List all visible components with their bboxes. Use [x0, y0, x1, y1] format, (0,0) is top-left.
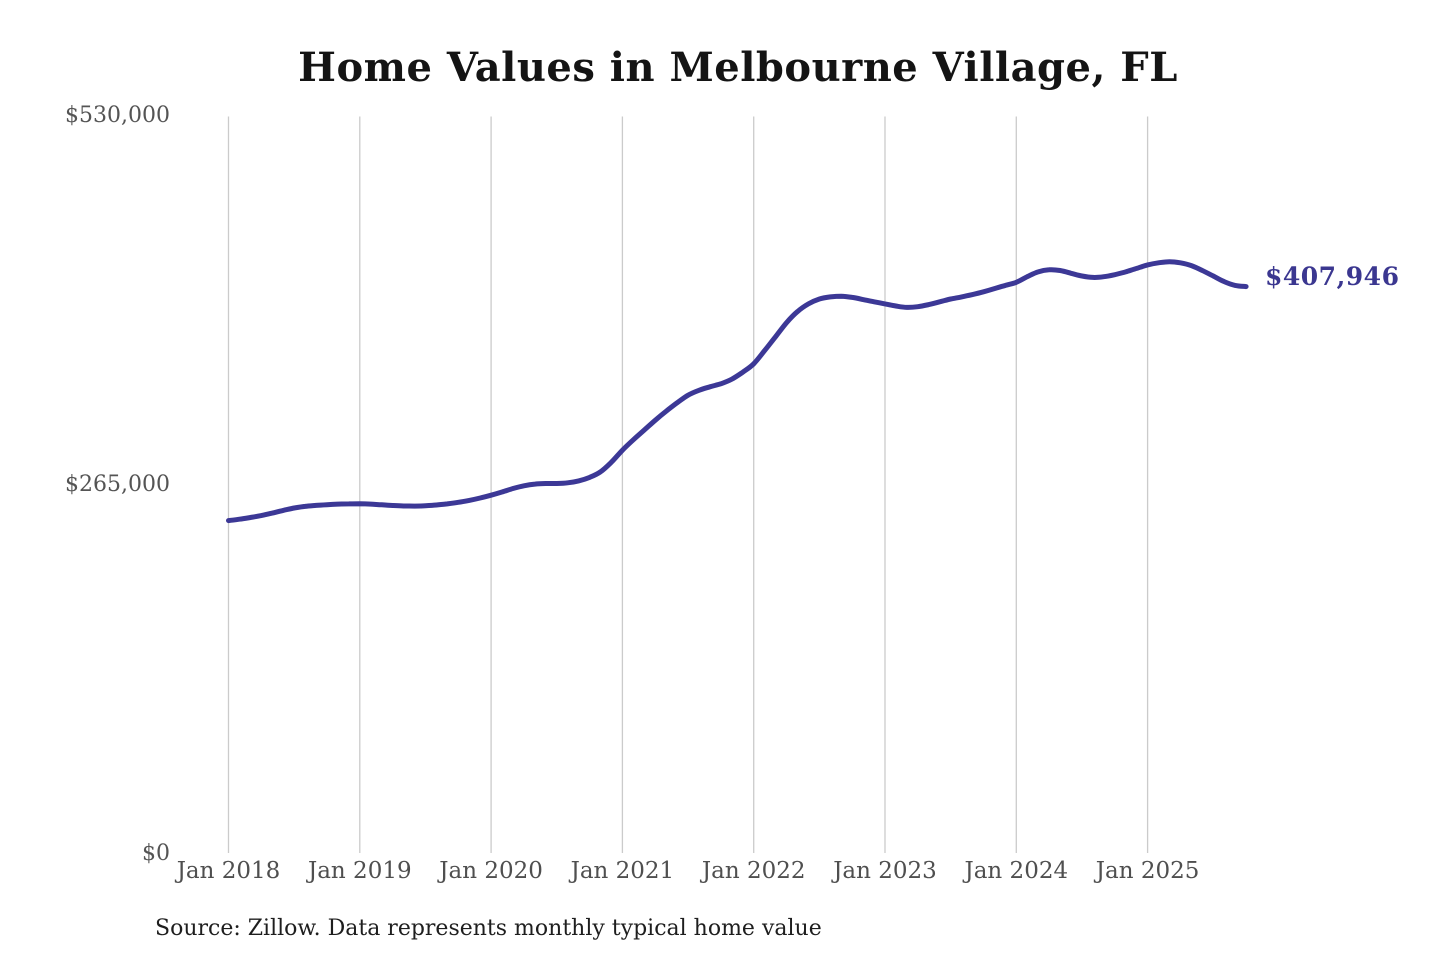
y-axis-tick-label: $265,000	[65, 471, 170, 497]
x-axis-tick-label: Jan 2021	[570, 858, 675, 884]
x-axis-tick-label: Jan 2023	[833, 858, 937, 884]
x-axis-tick-label: Jan 2024	[964, 858, 1069, 884]
latest-value-label: $407,946	[1265, 262, 1400, 291]
chart-title: Home Values in Melbourne Village, FL	[298, 44, 1178, 91]
x-axis-tick-label: Jan 2019	[308, 858, 412, 884]
source-note: Source: Zillow. Data represents monthly …	[155, 916, 822, 941]
x-axis-tick-label: Jan 2018	[176, 858, 281, 884]
y-axis-tick-label: $0	[142, 841, 170, 866]
x-axis-tick-label: Jan 2022	[701, 858, 806, 884]
year-gridlines	[227, 116, 1149, 853]
home-value-line-series	[226, 259, 1249, 524]
x-axis-tick-label: Jan 2025	[1095, 858, 1200, 884]
x-axis-tick-label: Jan 2020	[439, 858, 543, 884]
y-axis-tick-label: $530,000	[65, 102, 170, 128]
